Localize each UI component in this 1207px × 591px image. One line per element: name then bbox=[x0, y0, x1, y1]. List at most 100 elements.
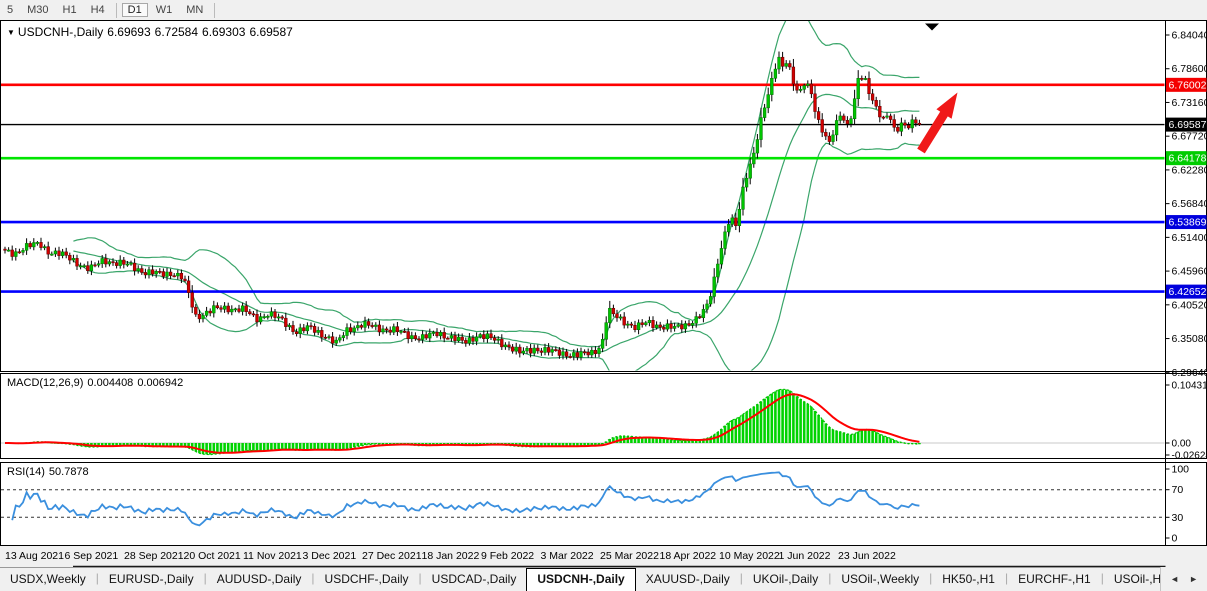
chart-canvas[interactable]: 6.84040 6.78600 6.73160 6.67720 6.62280 6.568… bbox=[0, 0, 1207, 567]
rsi-value: 50.7878 bbox=[48, 466, 89, 478]
date-label: 13 Aug 2021 bbox=[5, 550, 64, 562]
rsi-plot-layer bbox=[1, 471, 1165, 527]
date-axis-strip bbox=[0, 546, 1207, 567]
date-label: 1 Jun 2022 bbox=[779, 550, 831, 562]
price-tag bbox=[1166, 77, 1207, 92]
macd-axis-label: -0.026249 bbox=[1172, 451, 1207, 462]
bollinger-middle-band bbox=[73, 93, 920, 353]
chart-tab-usoil-weekly[interactable]: USOil-,Weekly bbox=[841, 572, 920, 586]
last-bar-marker-icon bbox=[925, 23, 939, 31]
price-tag bbox=[1166, 284, 1207, 299]
price-axis-label: 6.40520 bbox=[1172, 299, 1207, 311]
price-tag-value: 6.53869 bbox=[1169, 217, 1207, 229]
rsi-axis-label: 100 bbox=[1172, 464, 1190, 476]
tab-separator: | bbox=[1004, 571, 1009, 585]
timeframe-toolbar: 5 M30 H1 H4 D1 W1 MN bbox=[0, 0, 1207, 20]
chart-tab-usdcnh-daily[interactable]: USDCNH-,Daily bbox=[526, 568, 636, 591]
symbol-dropdown-icon: ▼ bbox=[7, 28, 15, 37]
date-label: 25 Mar 2022 bbox=[600, 550, 659, 562]
quote-open: 6.69693 bbox=[107, 25, 151, 39]
chart-tab-eurchf-h1[interactable]: EURCHF-,H1 bbox=[1018, 572, 1091, 586]
quote-low: 6.69303 bbox=[202, 25, 246, 39]
timeframe-button-d1[interactable]: D1 bbox=[121, 3, 148, 17]
tab-scroll-left-button[interactable]: ◄ bbox=[1170, 574, 1180, 584]
macd-axis-label: 0.00 bbox=[1172, 439, 1192, 450]
chart-tab-bar: USDX,Weekly | EURUSD-,Daily | AUDUSD-,Daily |… bbox=[0, 567, 1207, 591]
chart-tab-ukoil-daily[interactable]: UKOil-,Daily bbox=[752, 572, 819, 586]
tab-separator: | bbox=[203, 571, 207, 585]
rsi-axis-label: 70 bbox=[1172, 484, 1184, 496]
price-axis-label: 6.84040 bbox=[1172, 30, 1207, 42]
bollinger-lower-band bbox=[73, 142, 920, 371]
macd-indicator-label: MACD(12,26,9) 0.004408 0.006942 bbox=[7, 377, 187, 389]
date-label: 3 Dec 2021 bbox=[303, 550, 357, 562]
macd-name: MACD(12,26,9) bbox=[7, 377, 84, 389]
price-tag-value: 6.64178 bbox=[1169, 153, 1207, 165]
rsi-name: RSI(14) bbox=[7, 466, 45, 478]
price-tag-value: 6.76002 bbox=[1169, 79, 1207, 91]
timeframe-button-h1[interactable]: H1 bbox=[62, 4, 77, 16]
timeframe-button-m30[interactable]: M30 bbox=[27, 4, 49, 16]
date-label: 28 Sep 2021 bbox=[124, 550, 184, 562]
quote-close: 6.69587 bbox=[249, 25, 293, 39]
date-label: 10 May 2022 bbox=[719, 550, 780, 562]
toolbar-separator bbox=[214, 2, 216, 18]
chart-tab-usdchf-daily[interactable]: USDCHF-,Daily bbox=[324, 572, 409, 586]
date-label: 9 Feb 2022 bbox=[481, 550, 534, 562]
price-axis-label: 6.51400 bbox=[1172, 232, 1207, 244]
quote-high: 6.72584 bbox=[154, 25, 199, 39]
rsi-line bbox=[11, 471, 920, 527]
price-tag-value: 6.69587 bbox=[1169, 119, 1207, 131]
timeframe-button-mn[interactable]: MN bbox=[186, 4, 204, 16]
macd-signal-line bbox=[5, 393, 920, 454]
chart-tab-hk50-h1[interactable]: HK50-,H1 bbox=[942, 572, 995, 586]
price-tag bbox=[1166, 215, 1207, 230]
date-label: 27 Dec 2021 bbox=[362, 550, 422, 562]
date-label: 23 Jun 2022 bbox=[838, 550, 896, 562]
timeframe-button-h4[interactable]: H4 bbox=[90, 4, 105, 16]
tab-separator: | bbox=[95, 571, 99, 585]
trend-arrow-annotation[interactable] bbox=[917, 92, 958, 154]
main-price-panel bbox=[0, 20, 1207, 372]
rsi-axis-label: 0 bbox=[1172, 533, 1178, 545]
chart-tab-usdx-weekly[interactable]: USDX,Weekly bbox=[10, 572, 86, 586]
date-label: 20 Oct 2021 bbox=[184, 550, 241, 562]
macd-value-signal: 0.006942 bbox=[137, 377, 184, 389]
date-label: 18 Jan 2022 bbox=[422, 550, 480, 562]
symbol-name: USDCNH-,Daily bbox=[17, 25, 104, 39]
date-label: 11 Nov 2021 bbox=[243, 550, 302, 562]
price-axis-label: 6.73160 bbox=[1172, 97, 1207, 109]
macd-plot-layer bbox=[1, 388, 1165, 456]
candles-layer bbox=[3, 51, 922, 361]
chart-tab-audusd-daily[interactable]: AUDUSD-,Daily bbox=[216, 572, 302, 586]
price-axis-label: 6.45960 bbox=[1172, 266, 1207, 278]
main-plot-layer bbox=[1, 21, 1165, 371]
date-label: 6 Sep 2021 bbox=[65, 550, 119, 562]
macd-value-main: 0.004408 bbox=[87, 377, 134, 389]
price-axis-label: 6.56840 bbox=[1172, 198, 1207, 210]
timeframe-button-w1[interactable]: W1 bbox=[155, 4, 173, 16]
price-axis-label: 6.78600 bbox=[1172, 63, 1207, 75]
price-axis-label: 6.67720 bbox=[1172, 131, 1207, 143]
chart-tab-xauusd-daily[interactable]: XAUUSD-,Daily bbox=[645, 572, 730, 586]
date-label: 3 Mar 2022 bbox=[541, 550, 594, 562]
tab-separator: | bbox=[828, 571, 832, 585]
rsi-axis-label: 30 bbox=[1172, 512, 1184, 524]
toolbar-separator bbox=[115, 2, 117, 18]
price-axis-label: 6.35080 bbox=[1172, 333, 1207, 345]
macd-axis-label: 0.104313 bbox=[1172, 381, 1207, 392]
price-tag bbox=[1166, 151, 1207, 166]
date-label: 18 Apr 2022 bbox=[660, 550, 717, 562]
timeframe-button-5[interactable]: 5 bbox=[7, 4, 14, 16]
rsi-panel bbox=[0, 462, 1207, 546]
tab-scroll-controls: ◄ ► bbox=[1160, 567, 1207, 591]
price-tag bbox=[1166, 117, 1207, 132]
tab-scroll-right-button[interactable]: ► bbox=[1189, 574, 1198, 584]
price-tag-value: 6.42652 bbox=[1169, 286, 1207, 298]
chart-tab-usdcad-daily[interactable]: USDCAD-,Daily bbox=[431, 572, 517, 586]
price-axis-label: 6.29640 bbox=[1172, 367, 1207, 379]
chart-tab-usoil-h[interactable]: USOil-,H bbox=[1113, 572, 1162, 586]
chart-tab-eurusd-daily[interactable]: EURUSD-,Daily bbox=[108, 572, 194, 586]
tab-separator: | bbox=[418, 571, 422, 585]
